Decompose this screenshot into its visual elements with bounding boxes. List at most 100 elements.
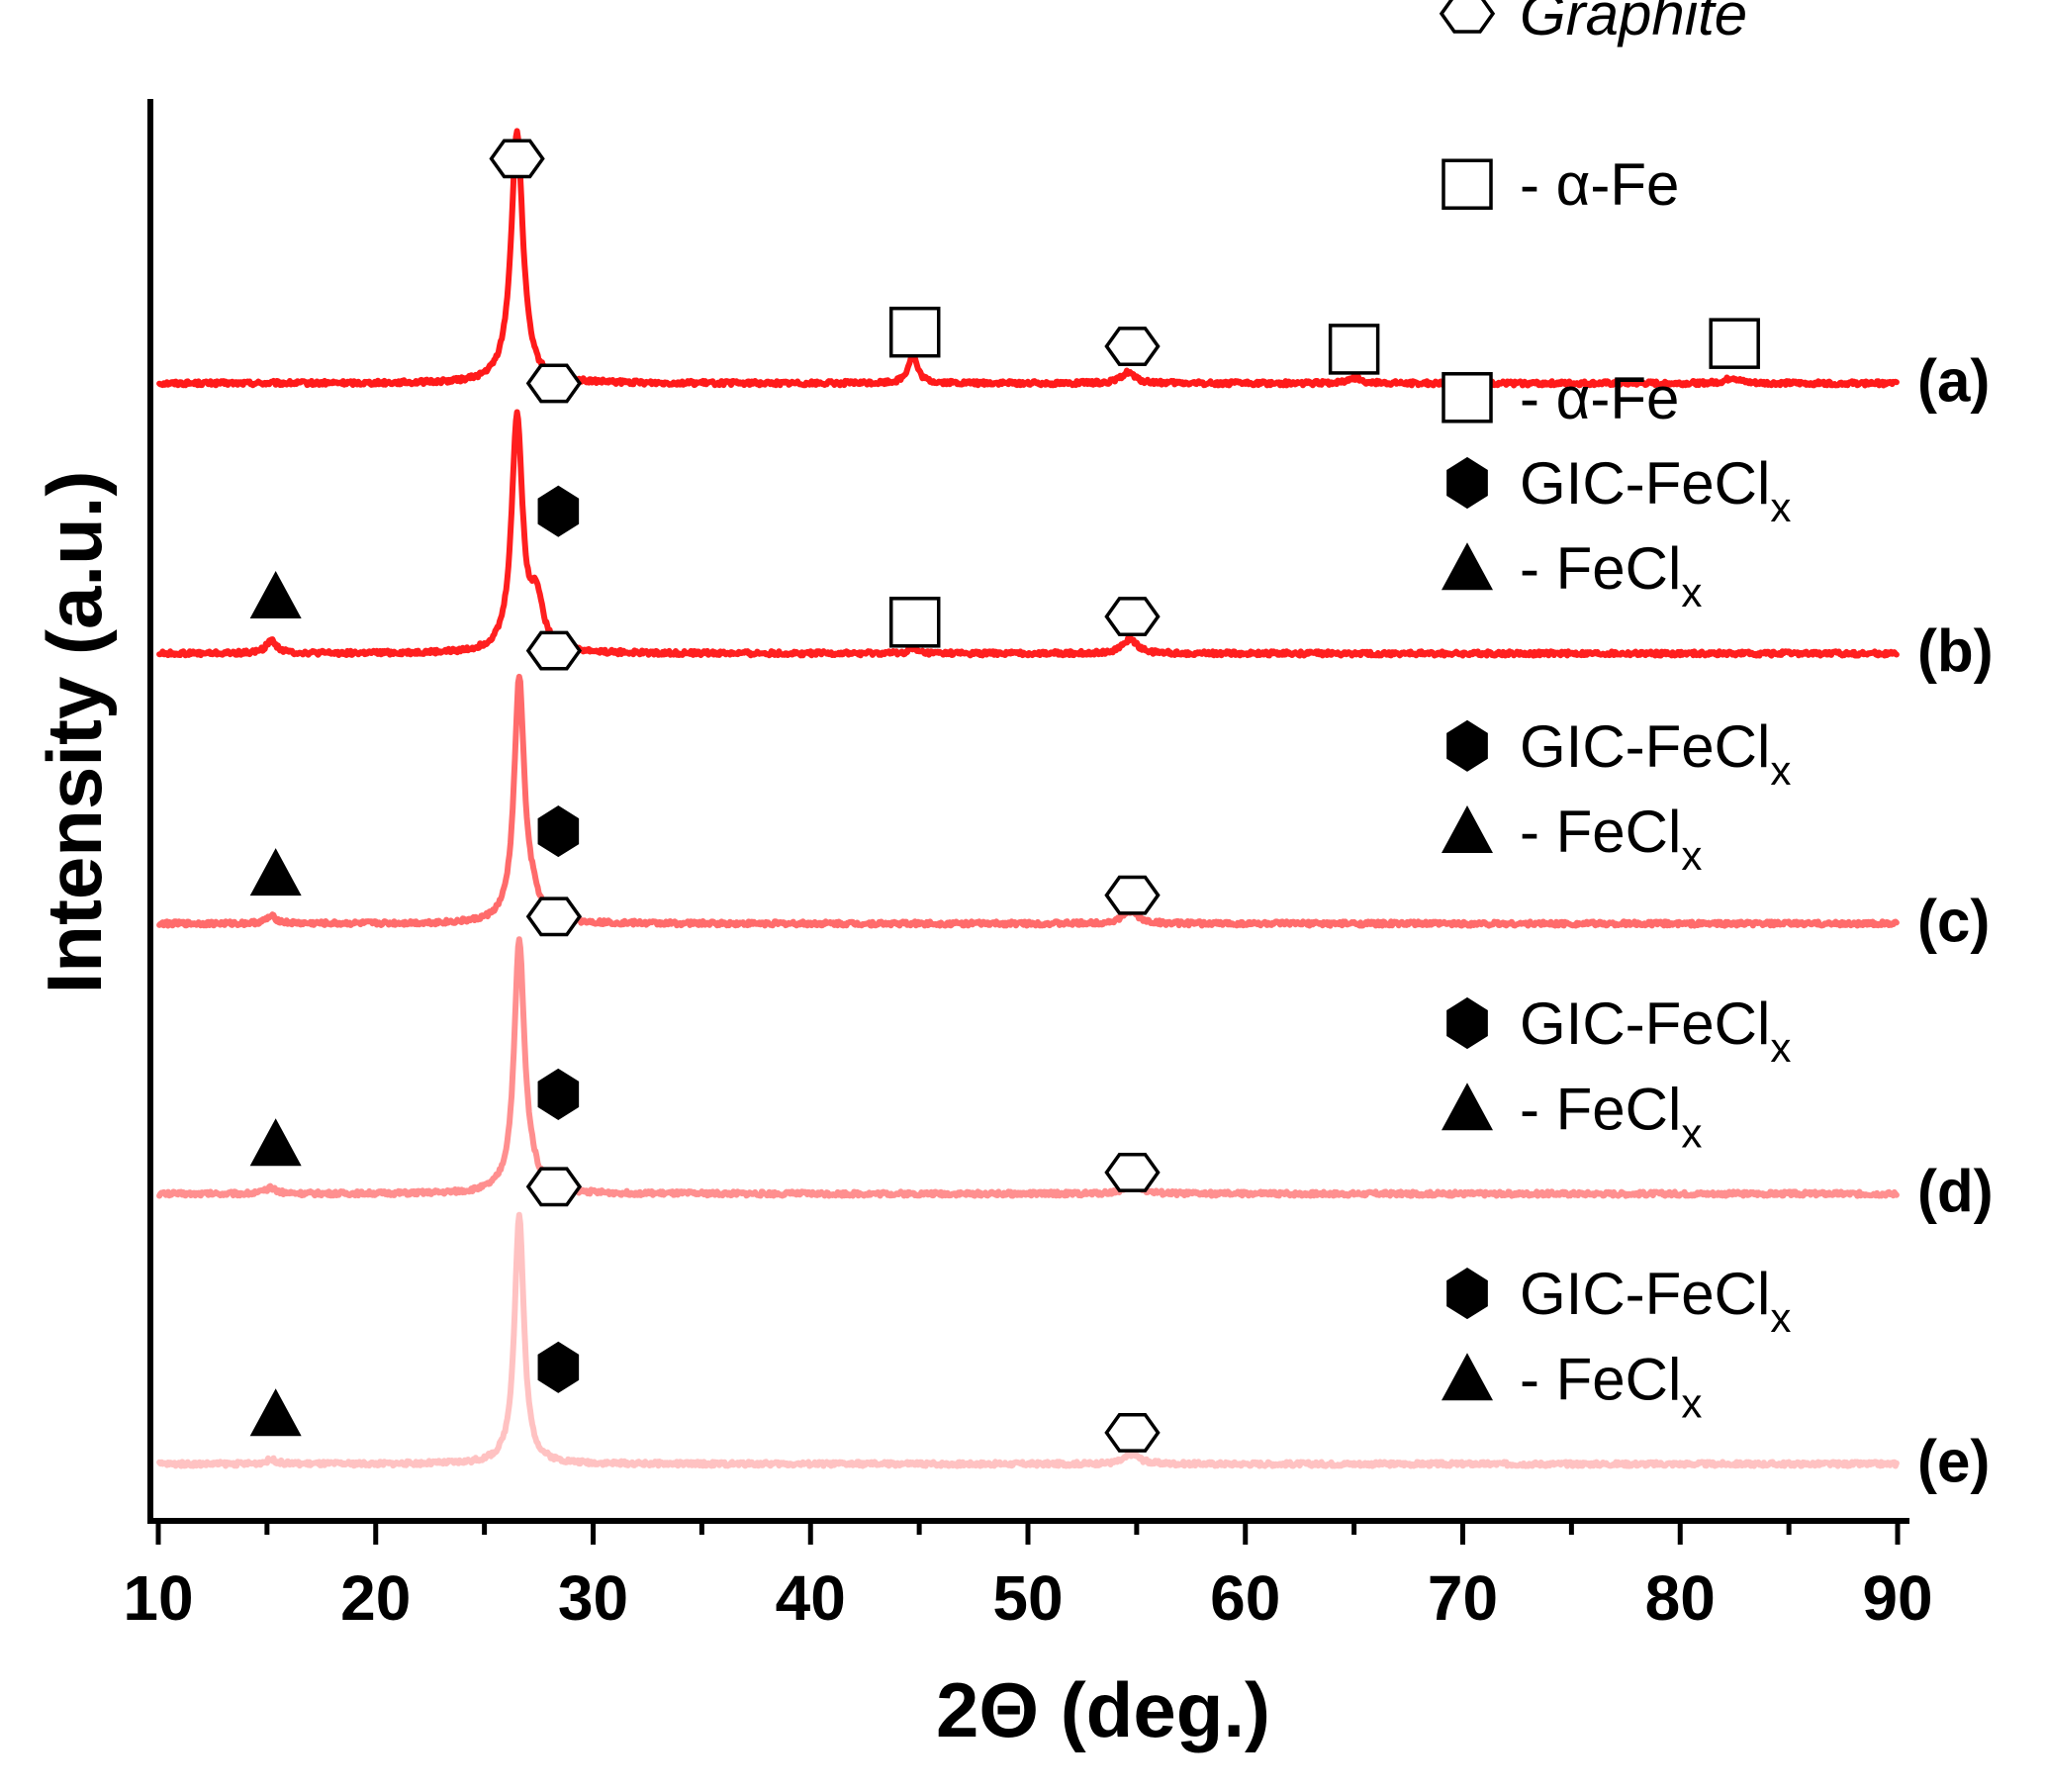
axes: 10 20 30 40 50 60 70 80 90 <box>123 99 1933 1634</box>
legend-label: GIC-FeClx <box>1520 450 1791 530</box>
legend-prefix: - <box>1520 365 1556 431</box>
legend-subscript: x <box>1770 747 1791 794</box>
triangle-filled-legend-icon <box>1442 805 1493 854</box>
legend-label: - FeClx <box>1520 1346 1702 1426</box>
x-tick-label: 30 <box>558 1562 628 1634</box>
legend-text: GIC-FeCl <box>1520 990 1770 1057</box>
hexagon-filled-legend-icon <box>1446 719 1488 772</box>
curves-layer <box>156 128 1900 1469</box>
curve-label: (b) <box>1917 617 1994 684</box>
hexagon-filled-peak-marker <box>537 1068 580 1120</box>
legend-entry: - FeClx <box>1442 535 1702 615</box>
triangle-filled-peak-marker <box>249 1388 302 1437</box>
legend-text: GIC-FeCl <box>1520 713 1770 780</box>
legend-entry: GIC-FeClx <box>1446 1261 1791 1341</box>
series-curve <box>156 128 1900 389</box>
hexagon-filled-peak-marker <box>537 1341 580 1393</box>
hexagon-open-peak-marker <box>525 1167 583 1207</box>
legend-label: Graphite <box>1520 0 1747 47</box>
curve-labels-layer: (a) (b) (c) (d) (e) <box>1917 347 1994 1494</box>
series-curve <box>156 673 1900 929</box>
x-tick-label: 70 <box>1428 1562 1498 1634</box>
legend-text: FeCl <box>1556 535 1682 602</box>
legend-text: GIC-FeCl <box>1520 1261 1770 1327</box>
square-open-legend-icon <box>1442 158 1493 210</box>
legend-text: GIC-FeCl <box>1520 450 1770 517</box>
x-tick-label: 40 <box>776 1562 846 1634</box>
triangle-filled-peak-marker <box>249 570 302 618</box>
legend-label: - FeClx <box>1520 1076 1702 1156</box>
triangle-filled-legend-icon <box>1442 1353 1493 1401</box>
curve-label: (e) <box>1917 1429 1990 1495</box>
legend-entry: - FeClx <box>1442 1076 1702 1156</box>
legend-entry: - α-Fe <box>1442 365 1679 431</box>
legend-entry: GIC-FeClx <box>1446 713 1791 794</box>
hexagon-open-legend-icon <box>1439 0 1496 34</box>
legend-entry: GIC-FeClx <box>1446 450 1791 530</box>
hexagon-filled-legend-icon <box>1446 996 1488 1050</box>
legend-text: FeCl <box>1556 1076 1682 1142</box>
legend-text: Graphite <box>1520 0 1747 47</box>
triangle-filled-legend-icon <box>1442 542 1493 591</box>
legend-subscript: x <box>1681 569 1702 615</box>
square-open-peak-marker <box>888 597 941 648</box>
hexagon-filled-peak-marker <box>537 805 580 858</box>
legend-subscript: x <box>1770 1024 1791 1071</box>
legend-prefix: - <box>1520 151 1556 218</box>
hexagon-filled-legend-icon <box>1446 1268 1488 1320</box>
hexagon-open-peak-marker <box>1104 1152 1161 1192</box>
hexagon-filled-peak-marker <box>537 485 580 537</box>
square-open-peak-marker <box>888 306 941 358</box>
legend-text: FeCl <box>1556 1346 1682 1412</box>
curve-label: (d) <box>1917 1158 1994 1224</box>
legend-subscript: x <box>1770 484 1791 530</box>
hexagon-open-peak-marker <box>1104 597 1161 637</box>
series-curve <box>156 936 1900 1199</box>
legend-prefix: - <box>1520 535 1556 602</box>
hexagon-open-peak-marker <box>1104 327 1161 366</box>
square-open-legend-icon <box>1442 372 1493 424</box>
legend-subscript: x <box>1770 1294 1791 1341</box>
legend-label: GIC-FeClx <box>1520 990 1791 1071</box>
legend-prefix: - <box>1520 799 1556 865</box>
x-tick-label: 50 <box>992 1562 1063 1634</box>
triangle-filled-peak-marker <box>249 1118 302 1167</box>
legend-label: - FeClx <box>1520 799 1702 879</box>
series-curve <box>156 1211 1900 1469</box>
x-tick-label: 90 <box>1862 1562 1932 1634</box>
x-axis-title: 2Θ (deg.) <box>936 1666 1270 1753</box>
legend-label: - FeClx <box>1520 535 1702 615</box>
hexagon-open-peak-marker <box>489 139 545 179</box>
curve-label: (a) <box>1917 347 1990 414</box>
legend-label: GIC-FeClx <box>1520 713 1791 794</box>
legend-subscript: x <box>1681 1109 1702 1156</box>
hexagon-open-peak-marker <box>525 363 583 404</box>
series-curve <box>156 409 1900 659</box>
legend-prefix: - <box>1520 1076 1556 1142</box>
legend-subscript: x <box>1681 832 1702 879</box>
x-tick-label: 20 <box>340 1562 411 1634</box>
legend-text: α-Fe <box>1556 151 1680 218</box>
x-tick-label: 10 <box>123 1562 193 1634</box>
legend-entry: - α-Fe <box>1442 151 1679 218</box>
legend-entry: - FeClx <box>1442 1346 1702 1426</box>
hexagon-open-peak-marker <box>525 630 583 671</box>
legend-label: - α-Fe <box>1520 365 1679 431</box>
triangle-filled-legend-icon <box>1442 1083 1493 1131</box>
legend-text: α-Fe <box>1556 365 1680 431</box>
x-ticks: 10 20 30 40 50 60 70 80 90 <box>123 1521 1933 1634</box>
hexagon-filled-legend-icon <box>1446 456 1488 510</box>
x-tick-label: 60 <box>1210 1562 1280 1634</box>
square-open-peak-marker <box>1328 324 1380 375</box>
legend-label: - α-Fe <box>1520 151 1679 218</box>
markers-layer <box>249 139 1760 1453</box>
square-open-peak-marker <box>1709 318 1760 369</box>
x-tick-label: 80 <box>1645 1562 1716 1634</box>
legend-entry: Graphite <box>1439 0 1747 47</box>
legend-subscript: x <box>1681 1379 1702 1426</box>
y-axis-title: Intensity (a.u.) <box>31 471 118 994</box>
hexagon-open-peak-marker <box>1104 875 1161 915</box>
hexagon-open-peak-marker <box>525 896 583 937</box>
